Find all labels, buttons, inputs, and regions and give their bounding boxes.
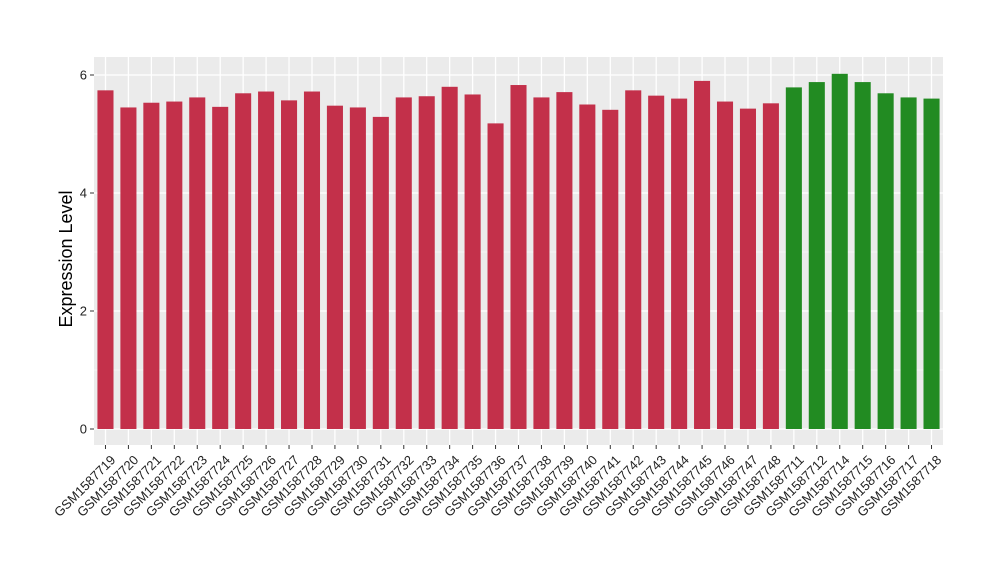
bar-GSM1587715	[854, 82, 871, 429]
bar-GSM1587723	[189, 97, 206, 430]
bar-GSM1587734	[441, 86, 458, 430]
bar-GSM1587722	[166, 101, 183, 430]
y-tick-label: 4	[80, 186, 87, 201]
bar-GSM1587748	[762, 103, 779, 429]
y-tick-label: 6	[80, 68, 87, 83]
bar-GSM1587724	[212, 106, 229, 430]
bar-GSM1587711	[785, 87, 802, 429]
bar-GSM1587745	[694, 80, 711, 430]
bar-GSM1587747	[739, 108, 756, 429]
bar-GSM1587725	[235, 93, 252, 429]
bars	[97, 73, 940, 430]
bar-GSM1587721	[143, 102, 160, 429]
bar-GSM1587732	[395, 97, 412, 430]
bar-GSM1587714	[831, 73, 848, 429]
bar-GSM1587735	[464, 94, 481, 429]
y-tick-label: 0	[80, 422, 87, 437]
bar-GSM1587729	[326, 105, 343, 430]
bar-GSM1587744	[671, 98, 688, 429]
bar-GSM1587726	[258, 91, 275, 430]
bar-GSM1587720	[120, 107, 137, 429]
bar-GSM1587740	[579, 104, 596, 429]
bar-GSM1587727	[281, 100, 298, 430]
bar-GSM1587739	[556, 92, 573, 430]
bar-GSM1587741	[602, 109, 619, 429]
bar-GSM1587738	[533, 97, 550, 430]
y-tick-label: 2	[80, 304, 87, 319]
x-axis: GSM1587719GSM1587720GSM1587721GSM1587722…	[51, 445, 944, 520]
bar-GSM1587718	[923, 98, 940, 429]
bar-GSM1587746	[716, 101, 734, 430]
bar-GSM1587728	[303, 91, 321, 430]
y-axis: 0 2 4 6	[80, 68, 94, 437]
bar-GSM1587736	[487, 123, 504, 429]
bar-GSM1587717	[900, 97, 917, 430]
bar-GSM1587742	[625, 90, 642, 429]
bar-GSM1587716	[877, 93, 894, 429]
y-axis-title: Expression Level	[56, 190, 76, 327]
bar-GSM1587743	[648, 95, 665, 430]
bar-GSM1587730	[349, 107, 366, 429]
bar-GSM1587731	[372, 116, 389, 429]
bar-GSM1587737	[510, 85, 527, 429]
bar-GSM1587733	[418, 96, 435, 430]
bar-GSM1587719	[97, 90, 114, 429]
bar-GSM1587712	[808, 82, 825, 429]
